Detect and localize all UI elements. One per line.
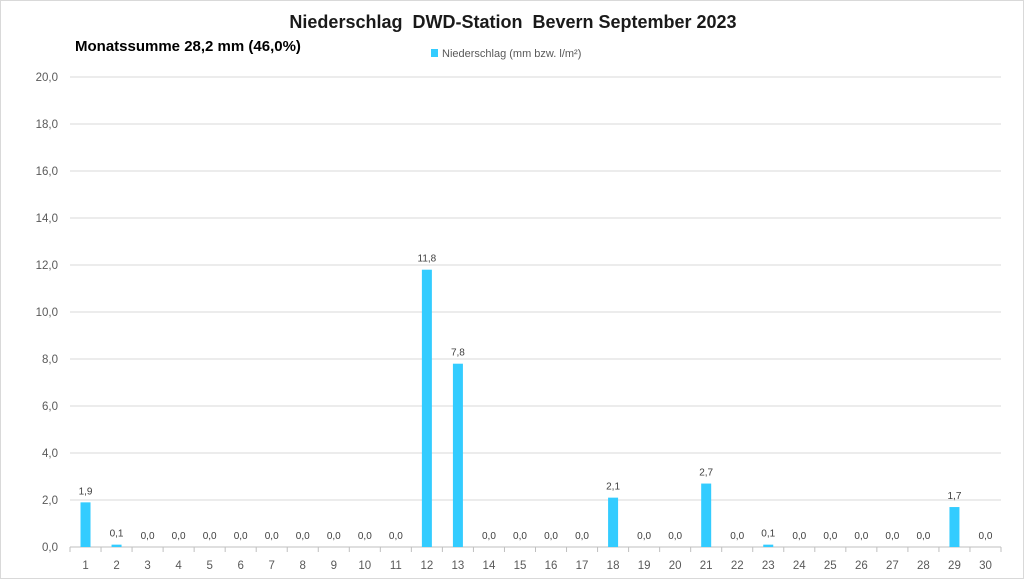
y-tick-label: 20,0 [36, 72, 58, 84]
x-tick-label: 30 [979, 560, 992, 572]
x-tick-label: 8 [300, 560, 306, 572]
x-tick-label: 3 [144, 560, 150, 572]
x-tick-label: 18 [607, 560, 620, 572]
data-label: 0,0 [513, 531, 527, 542]
y-tick-label: 16,0 [36, 166, 58, 178]
y-tick-label: 12,0 [36, 260, 58, 272]
y-tick-label: 10,0 [36, 307, 58, 319]
data-label: 0,0 [172, 531, 186, 542]
data-label: 0,0 [358, 531, 372, 542]
data-label: 2,1 [606, 482, 620, 493]
bar [421, 269, 432, 547]
data-label: 1,7 [947, 491, 961, 502]
y-tick-label: 2,0 [42, 495, 58, 507]
data-label: 0,0 [141, 531, 155, 542]
data-label: 0,0 [854, 531, 868, 542]
x-tick-label: 29 [948, 560, 961, 572]
bar [111, 544, 122, 547]
x-tick-label: 5 [206, 560, 212, 572]
x-tick-label: 6 [237, 560, 243, 572]
x-tick-label: 24 [793, 560, 806, 572]
y-tick-label: 0,0 [42, 542, 58, 554]
data-label: 0,0 [575, 531, 589, 542]
data-label: 1,9 [79, 486, 93, 497]
data-label: 0,0 [265, 531, 279, 542]
data-label: 0,0 [327, 531, 341, 542]
data-label: 0,0 [792, 531, 806, 542]
x-tick-label: 15 [514, 560, 527, 572]
data-label: 0,0 [885, 531, 899, 542]
x-tick-label: 26 [855, 560, 868, 572]
bar [608, 497, 619, 547]
data-label: 0,0 [234, 531, 248, 542]
x-tick-label: 27 [886, 560, 899, 572]
data-label: 0,0 [203, 531, 217, 542]
x-tick-label: 16 [545, 560, 558, 572]
x-tick-label: 28 [917, 560, 930, 572]
x-tick-label: 10 [358, 560, 371, 572]
data-label: 11,8 [418, 254, 437, 265]
x-tick-label: 23 [762, 560, 775, 572]
bar [452, 363, 463, 547]
legend-label: Niederschlag (mm bzw. l/m²) [442, 48, 581, 60]
x-tick-label: 21 [700, 560, 713, 572]
data-label: 0,0 [389, 531, 403, 542]
y-tick-label: 14,0 [36, 213, 58, 225]
data-label: 0,0 [979, 531, 993, 542]
x-tick-label: 13 [452, 560, 465, 572]
data-label: 0,0 [916, 531, 930, 542]
data-label: 0,0 [823, 531, 837, 542]
data-label: 0,0 [668, 531, 682, 542]
data-label: 0,1 [761, 529, 775, 540]
x-tick-label: 12 [420, 560, 433, 572]
x-tick-label: 20 [669, 560, 682, 572]
x-tick-label: 11 [390, 560, 402, 572]
data-label: 0,0 [482, 531, 496, 542]
legend-swatch [431, 49, 438, 57]
x-tick-label: 14 [483, 560, 496, 572]
x-tick-label: 22 [731, 560, 744, 572]
x-tick-label: 19 [638, 560, 651, 572]
data-label: 0,1 [110, 529, 124, 540]
data-label: 2,7 [699, 468, 713, 479]
x-tick-label: 9 [331, 560, 337, 572]
data-label: 0,0 [730, 531, 744, 542]
bar [701, 483, 712, 547]
data-label: 0,0 [544, 531, 558, 542]
x-tick-label: 25 [824, 560, 837, 572]
y-tick-label: 8,0 [42, 354, 58, 366]
x-tick-label: 7 [269, 560, 275, 572]
data-label: 7,8 [451, 348, 465, 359]
y-tick-label: 6,0 [42, 401, 58, 413]
bar [949, 507, 960, 547]
data-label: 0,0 [296, 531, 310, 542]
y-tick-label: 4,0 [42, 448, 58, 460]
y-tick-label: 18,0 [36, 119, 58, 131]
x-tick-label: 1 [82, 560, 88, 572]
x-tick-label: 2 [113, 560, 119, 572]
chart-title: Niederschlag DWD-Station Bevern Septembe… [289, 12, 736, 32]
bar [763, 544, 774, 547]
x-tick-label: 17 [576, 560, 589, 572]
legend: Niederschlag (mm bzw. l/m²) [431, 48, 581, 60]
bar [80, 502, 91, 547]
chart-subtitle: Monatssumme 28,2 mm (46,0%) [75, 38, 301, 55]
data-label: 0,0 [637, 531, 651, 542]
x-tick-label: 4 [175, 560, 182, 572]
